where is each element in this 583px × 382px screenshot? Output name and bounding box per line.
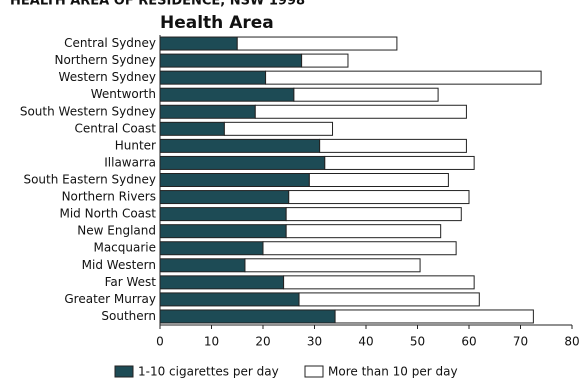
y-tick-label: Hunter <box>115 138 156 152</box>
bar-segment <box>159 138 321 153</box>
bar-segment <box>301 53 349 68</box>
bar-segment <box>288 190 470 205</box>
y-tick-label: Central Coast <box>74 121 156 135</box>
y-tick-label: Mid Western <box>82 258 156 272</box>
bar-segment <box>159 104 256 119</box>
y-tick-label: Central Sydney <box>64 36 156 50</box>
x-tick-label: 50 <box>410 335 425 349</box>
y-tick-label: Northern Sydney <box>54 53 156 67</box>
bar-segment <box>159 53 303 68</box>
bar-segment <box>293 87 439 102</box>
legend-label: More than 10 per day <box>328 365 458 379</box>
bar-segment <box>159 121 225 136</box>
bar-segment <box>159 70 267 85</box>
bar-segment <box>285 224 442 239</box>
bar-segment <box>159 173 310 187</box>
legend-swatch <box>304 365 324 378</box>
y-tick-label: Wentworth <box>91 87 156 101</box>
bar-segment <box>319 138 467 153</box>
bar-segment <box>244 258 421 273</box>
axis-title: Health Area <box>160 13 274 33</box>
legend-label: 1-10 cigarettes per day <box>138 365 279 379</box>
y-tick-label: Mid North Coast <box>59 207 156 221</box>
bar-segment <box>159 155 326 170</box>
bar-segment <box>236 36 398 51</box>
x-tick-label: 10 <box>204 335 219 349</box>
x-tick-label: 30 <box>307 335 322 349</box>
y-tick-label: Illawarra <box>104 155 156 169</box>
bar-segment <box>265 70 542 85</box>
y-tick-label: Far West <box>105 275 157 289</box>
x-tick-label: 0 <box>156 335 164 349</box>
bar-segment <box>262 241 457 256</box>
bar-segment <box>223 121 334 136</box>
bar-segment <box>159 309 336 324</box>
bar-segment <box>324 155 475 170</box>
bar-segment <box>159 241 264 256</box>
x-tick-label: 20 <box>255 335 270 349</box>
chart-title: HEALTH AREA OF RESIDENCE, NSW 1998 <box>10 0 305 9</box>
bar-segment <box>254 104 467 119</box>
x-tick-label: 60 <box>461 335 476 349</box>
y-tick-label: South Eastern Sydney <box>23 173 156 187</box>
bar-segment <box>283 275 475 290</box>
x-tick-label: 40 <box>358 335 373 349</box>
bar-segment <box>159 87 295 102</box>
bar-segment <box>159 36 238 51</box>
bar-segment <box>159 275 285 290</box>
bar-segment <box>334 309 534 324</box>
bar-segment <box>159 190 290 205</box>
bar-segment <box>308 173 449 187</box>
y-tick-label: Southern <box>101 309 156 323</box>
y-tick-label: Macquarie <box>93 241 156 255</box>
y-tick-label: New England <box>77 224 156 238</box>
bar-segment <box>159 224 287 239</box>
legend-swatch <box>114 365 134 378</box>
bar-segment <box>159 207 287 222</box>
y-tick-label: South Western Sydney <box>20 104 156 118</box>
y-tick-label: Greater Murray <box>64 292 156 306</box>
bar-segment <box>159 292 300 307</box>
bar-segment <box>285 207 462 222</box>
x-tick-label: 80 <box>564 335 579 349</box>
bar-segment <box>298 292 480 307</box>
y-tick-label: Northern Rivers <box>62 190 156 204</box>
y-tick-label: Western Sydney <box>59 70 156 84</box>
bar-segment <box>159 258 246 273</box>
x-tick-label: 70 <box>513 335 528 349</box>
